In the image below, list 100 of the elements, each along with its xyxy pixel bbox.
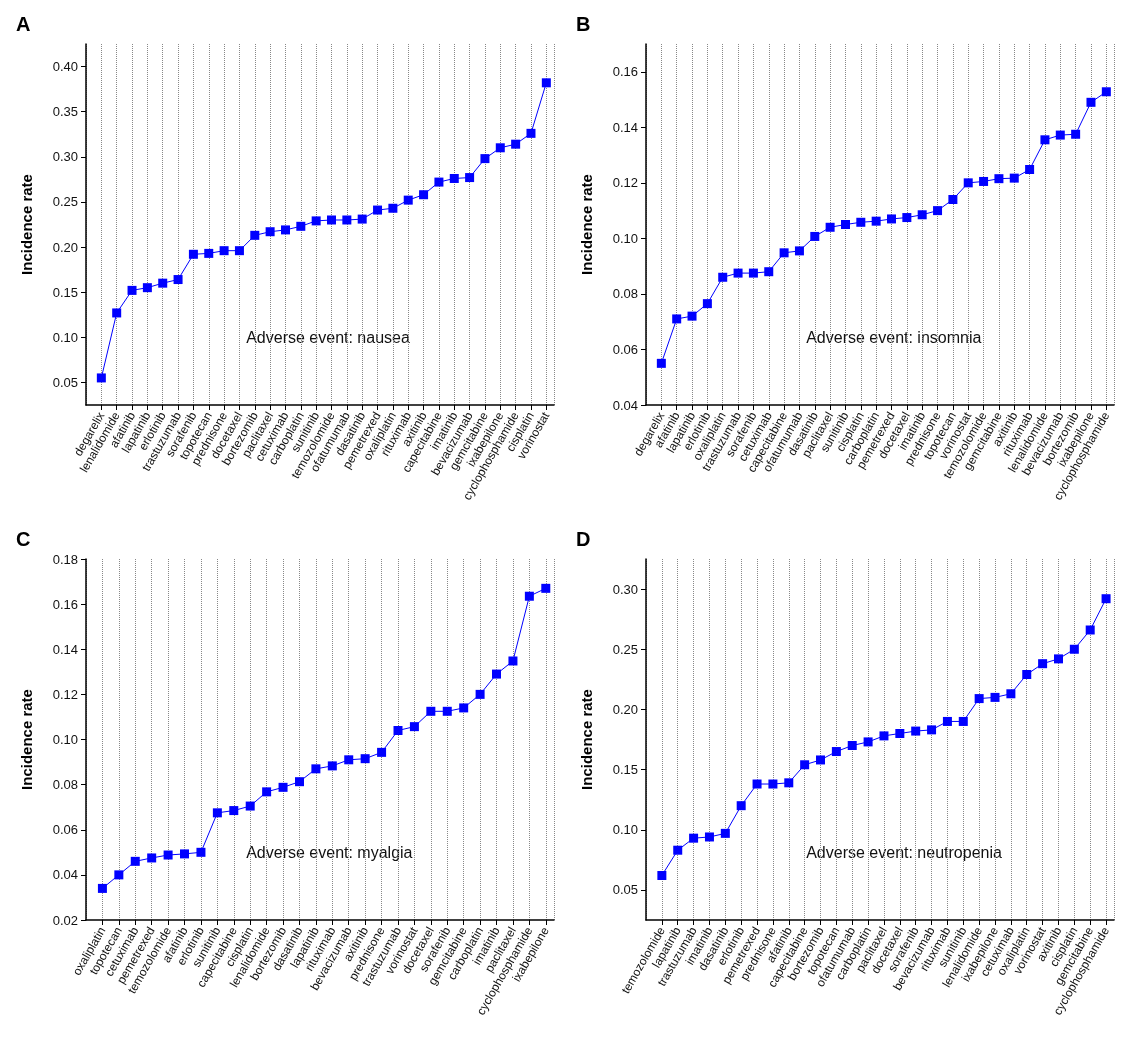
point [1040,135,1050,145]
point [927,725,937,735]
point [280,225,290,235]
y-tick-label: 0.30 [612,581,638,597]
point [377,747,387,757]
point [130,856,140,866]
point [526,128,536,138]
annotation: Adverse event: neutropenia [806,843,1002,861]
annotation: Adverse event: myalgia [246,843,413,861]
point [748,268,758,278]
point [720,828,730,838]
y-tick-label: 0.06 [52,822,78,838]
point [1006,689,1016,699]
point [409,722,419,732]
annotation: Adverse event: insomnia [806,328,982,346]
y-tick-label: 0.04 [52,867,78,883]
point [800,760,810,770]
y-tick-label: 0.14 [612,119,638,135]
point [294,777,304,787]
point [816,755,826,765]
point [1101,87,1111,97]
y-tick-label: 0.08 [52,777,78,793]
point [764,267,774,277]
point [250,230,260,240]
point [97,883,107,893]
point [265,227,275,237]
point [508,656,518,666]
point [963,178,973,188]
y-tick-label: 0.20 [52,239,78,255]
chart-title: D [576,528,591,550]
y-axis-title: Incidence rate [578,174,595,275]
point [958,716,968,726]
point [825,222,835,232]
point [784,778,794,788]
y-tick-label: 0.16 [52,596,78,612]
point [733,268,743,278]
point [933,206,943,216]
point [449,173,459,183]
point [1069,644,1079,654]
y-tick-label: 0.40 [52,59,78,75]
point [511,139,521,149]
point [702,299,712,309]
point [158,278,168,288]
point [1085,625,1095,635]
chart-title: B [576,13,591,35]
point [492,669,502,679]
point [495,143,505,153]
y-tick-label: 0.10 [52,329,78,345]
point [212,808,222,818]
y-tick-label: 0.04 [612,397,638,413]
point [344,755,354,765]
y-axis-title: Incidence rate [18,174,35,275]
point [1086,97,1096,107]
point [163,850,173,860]
point [541,78,551,88]
point [1071,129,1081,139]
point [718,272,728,282]
point [245,801,255,811]
y-tick-label: 0.08 [612,286,638,302]
point [1053,654,1063,664]
point [114,870,124,880]
point [360,754,370,764]
point [342,215,352,225]
point [373,205,383,215]
point [887,214,897,224]
point [794,246,804,256]
y-tick-label: 0.12 [612,175,638,191]
point [895,728,905,738]
point [704,832,714,842]
point [911,726,921,736]
point [188,249,198,259]
point [393,725,403,735]
point [434,177,444,187]
point [262,787,272,797]
y-tick-label: 0.30 [52,149,78,165]
point [856,217,866,227]
point [974,694,984,704]
point [1101,594,1111,604]
point [278,782,288,792]
y-axis-title: Incidence rate [18,689,35,790]
point [672,314,682,324]
point [917,210,927,220]
point [180,849,190,859]
point [902,213,912,223]
point [327,215,337,225]
y-tick-label: 0.14 [52,641,78,657]
y-tick-label: 0.15 [52,284,78,300]
chart-title: A [16,13,31,35]
point [657,870,667,880]
point [173,275,183,285]
point [863,737,873,747]
point [840,220,850,229]
y-tick-label: 0.12 [52,686,78,702]
point [311,216,321,226]
y-tick-label: 0.10 [612,230,638,246]
point [112,308,122,318]
point [229,806,239,816]
point [768,779,778,789]
point [1055,130,1065,140]
point [779,248,789,258]
